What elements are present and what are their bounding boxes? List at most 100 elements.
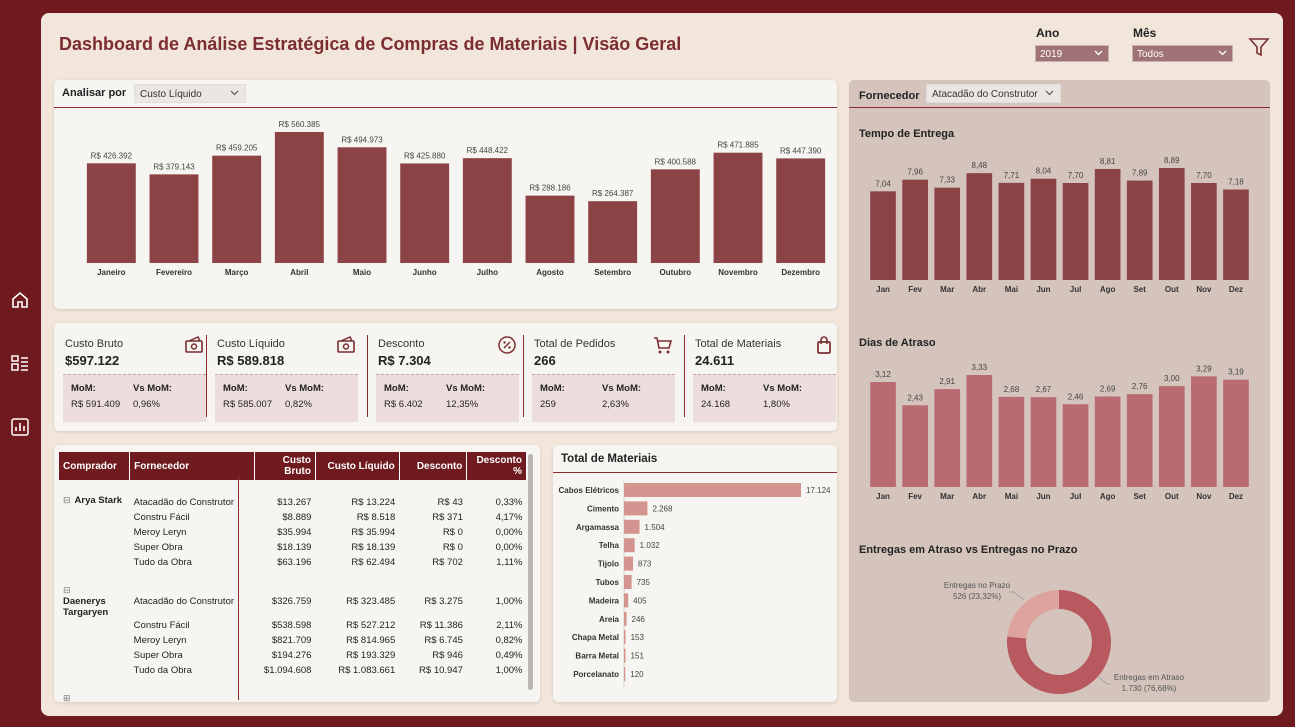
filter-icon[interactable] (1248, 36, 1270, 58)
bar[interactable] (1126, 394, 1153, 487)
table-cell: R$ 62.494 (351, 557, 396, 568)
bar[interactable] (624, 611, 627, 626)
bar[interactable] (1223, 379, 1249, 487)
bar[interactable] (934, 187, 961, 280)
analisar-dropdown[interactable]: Custo Líquido (134, 84, 246, 103)
table-cell: 0,00% (495, 527, 523, 538)
bar[interactable] (624, 538, 635, 553)
column-header[interactable]: Custo Bruto (254, 452, 316, 480)
donut-slice[interactable] (1007, 590, 1059, 639)
bar[interactable] (525, 195, 575, 263)
data-label: 2,46 (1068, 392, 1084, 401)
bar[interactable] (1158, 168, 1185, 280)
fornecedor-dropdown[interactable]: Atacadão do Construtor (926, 84, 1061, 103)
column-header[interactable]: Custo Líquido (315, 452, 400, 480)
data-label: R$ 379.143 (153, 162, 195, 171)
ano-dropdown[interactable]: 2019 (1035, 45, 1109, 62)
data-label: R$ 264.387 (592, 189, 634, 198)
column-header[interactable]: Desconto % (466, 452, 527, 480)
bar[interactable] (624, 593, 629, 608)
bar[interactable] (713, 152, 763, 263)
column-header[interactable]: Desconto (399, 452, 468, 480)
bar[interactable] (274, 132, 324, 263)
bar[interactable] (870, 382, 896, 487)
bar[interactable] (1062, 182, 1089, 280)
bar[interactable] (1094, 169, 1121, 280)
table-row[interactable]: Tudo da Obra $63.196 R$ 62.494 R$ 702 1,11% (59, 555, 527, 570)
bar[interactable] (870, 191, 896, 280)
bar[interactable] (337, 147, 387, 263)
bar[interactable] (624, 630, 626, 645)
bar[interactable] (966, 173, 993, 280)
expand-icon[interactable]: ⊟ (63, 585, 71, 595)
bar[interactable] (624, 667, 626, 681)
expand-icon[interactable]: ⊞ (63, 693, 71, 702)
table-row[interactable]: Meroy Leryn $821.709 R$ 814.965 R$ 6.745 0,8… (59, 633, 527, 648)
dashboard-icon[interactable] (10, 353, 30, 373)
bar[interactable] (462, 158, 512, 263)
bar[interactable] (902, 405, 928, 487)
table-row[interactable]: Meroy Leryn $35.994 R$ 35.994 R$ 0 0,00% (59, 525, 527, 540)
table-row[interactable]: Super Obra $194.276 R$ 193.329 R$ 946 0,49% (59, 648, 527, 663)
column-header[interactable]: Fornecedor (129, 452, 256, 480)
home-icon[interactable] (10, 290, 30, 310)
bar[interactable] (400, 163, 450, 263)
table-cell: Constru Fácil (133, 512, 190, 523)
table-cell: Tudo da Obra (133, 557, 192, 568)
category-label: Jan (876, 285, 890, 294)
bar[interactable] (1030, 397, 1057, 487)
data-label: 8,48 (972, 161, 988, 170)
bar[interactable] (624, 501, 648, 516)
table-row[interactable]: ⊟Daenerys Targaryen Atacadão do Construto… (59, 585, 527, 618)
table-cell: $18.139 (277, 542, 312, 553)
monthly-bar-chart: R$ 426.392 Janeiro R$ 379.143 Fevereiro R$ 4… (86, 120, 826, 277)
bar[interactable] (624, 556, 634, 571)
table-cell: Tudo da Obra (133, 665, 192, 676)
data-label: 153 (631, 633, 645, 642)
divider (238, 475, 239, 700)
bar[interactable] (1030, 178, 1057, 280)
bar[interactable] (1191, 182, 1217, 280)
category-label: Abril (290, 268, 308, 277)
bar[interactable] (624, 648, 626, 663)
data-label: R$ 425.880 (404, 151, 446, 160)
data-label: 3,12 (875, 370, 891, 379)
table-row[interactable]: ⊞Dexter Morgan $484.687R$ 479.143R$ 5.544… (59, 693, 527, 702)
bar[interactable] (966, 375, 993, 487)
category-label: Abr (972, 492, 986, 501)
bar[interactable] (1062, 404, 1089, 487)
table-row[interactable]: Constru Fácil $8.889 R$ 8.518 R$ 371 4,17% (59, 510, 527, 525)
bar[interactable] (1223, 189, 1249, 280)
report-icon[interactable] (10, 417, 30, 437)
bar[interactable] (1094, 396, 1121, 487)
bar[interactable] (998, 396, 1025, 487)
column-header[interactable]: Comprador (59, 452, 131, 480)
bar[interactable] (624, 575, 632, 589)
donut-slice[interactable] (1007, 590, 1111, 694)
bar[interactable] (998, 182, 1025, 280)
table-scrollbar[interactable] (528, 454, 533, 690)
bar[interactable] (776, 158, 826, 263)
bar[interactable] (624, 483, 801, 497)
table-row[interactable]: Tudo da Obra $1.094.608 R$ 1.083.661 R$ 10.… (59, 663, 527, 678)
bar[interactable] (86, 163, 136, 263)
bar[interactable] (624, 519, 640, 534)
bar[interactable] (902, 179, 928, 280)
bar[interactable] (1158, 386, 1185, 487)
bar[interactable] (149, 174, 199, 263)
table-cell: R$ 946 (432, 650, 463, 661)
expand-icon[interactable]: ⊟ (63, 495, 71, 505)
bar[interactable] (588, 201, 638, 263)
bar[interactable] (650, 169, 700, 263)
category-label: Fev (908, 492, 922, 501)
bar[interactable] (1126, 180, 1153, 280)
buyer-name: Arya Stark (74, 495, 123, 506)
bar[interactable] (1191, 376, 1217, 487)
table-row[interactable]: Super Obra $18.139 R$ 18.139 R$ 0 0,00% (59, 540, 527, 555)
bar[interactable] (934, 389, 961, 487)
table-row[interactable]: ⊟ Arya Stark Atacadão do Construtor $13.267… (59, 495, 527, 510)
category-label: Mar (940, 492, 954, 501)
bar[interactable] (212, 155, 262, 263)
table-row[interactable]: Constru Fácil $538.598 R$ 527.212 R$ 11.386… (59, 618, 527, 633)
mes-dropdown[interactable]: Todos (1132, 45, 1233, 62)
